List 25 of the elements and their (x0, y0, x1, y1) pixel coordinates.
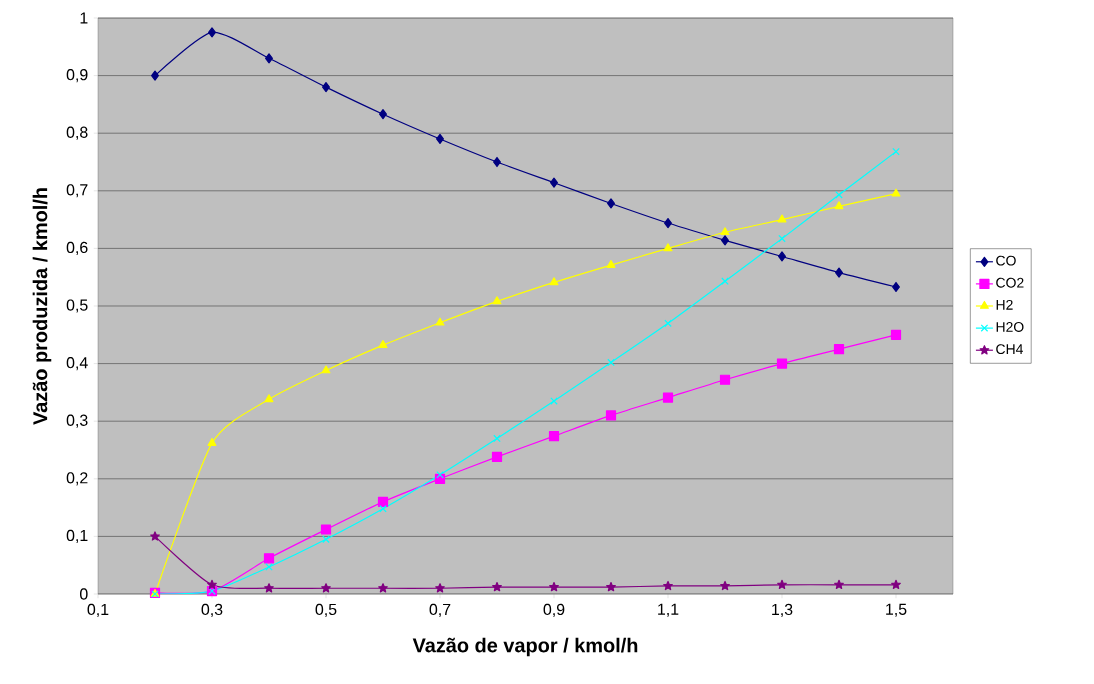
x-tick-label: 0,7 (429, 603, 451, 617)
y-tick-label: 0,6 (66, 241, 88, 255)
legend-label: H2O (996, 322, 1024, 332)
x-tick-label: 0,9 (543, 603, 565, 617)
y-tick-label: 0,9 (66, 69, 88, 83)
y-tick-label: 0,7 (66, 184, 88, 198)
x-tick-label: 1,3 (772, 603, 793, 617)
x-tick-label: 1,5 (886, 603, 907, 617)
x-tick-label: 1,1 (658, 603, 679, 617)
x-tick-label: 0,5 (315, 603, 337, 617)
y-tick-label: 0,1 (66, 529, 88, 543)
y-tick-label: 0 (80, 588, 88, 600)
y-tick-label: 0,3 (66, 414, 88, 428)
y-tick-label: 0,4 (66, 357, 88, 371)
legend-label: CO (996, 255, 1016, 266)
x-axis-title: Vazão de vapor / kmol/h (412, 637, 638, 657)
y-axis-title: Vazão produzida / kmol/h (32, 188, 52, 425)
y-tick-label: 0,5 (66, 299, 88, 313)
y-tick-label: 1 (80, 12, 88, 24)
legend-label: H2 (996, 299, 1013, 310)
legend-label: CO2 (996, 277, 1024, 288)
y-tick-label: 0,8 (66, 126, 88, 140)
x-tick-label: 0,3 (201, 603, 223, 617)
y-tick-label: 0,2 (66, 472, 88, 486)
legend-label: CH4 (996, 344, 1023, 355)
